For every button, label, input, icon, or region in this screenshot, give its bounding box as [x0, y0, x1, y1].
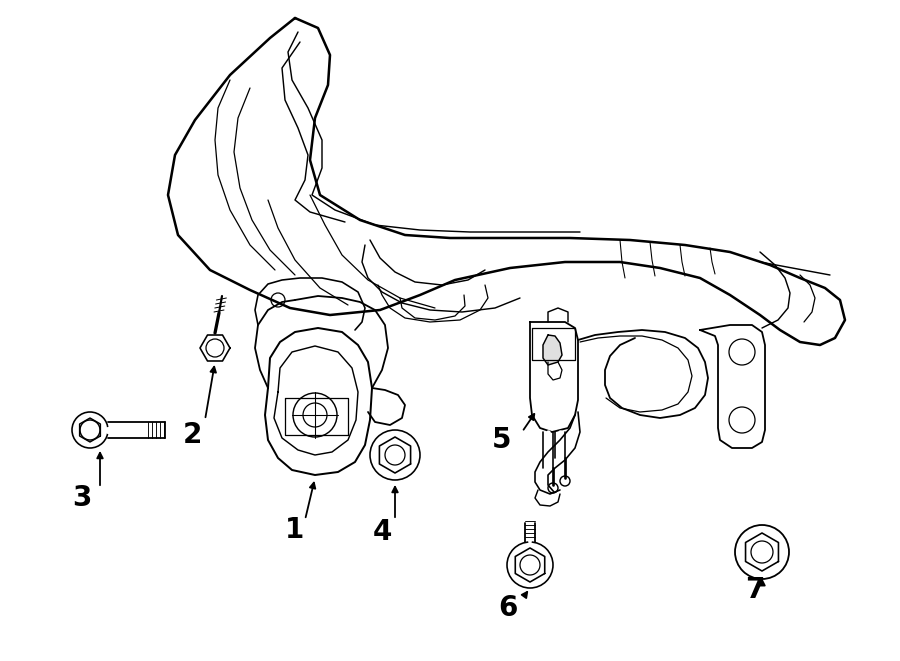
Text: 4: 4 — [373, 518, 392, 546]
Text: 5: 5 — [492, 426, 512, 454]
Polygon shape — [530, 322, 578, 432]
Polygon shape — [543, 335, 562, 365]
Text: 3: 3 — [72, 484, 92, 512]
Polygon shape — [700, 325, 765, 448]
Polygon shape — [265, 328, 372, 475]
Text: 1: 1 — [285, 516, 304, 544]
Text: 6: 6 — [499, 594, 517, 622]
Text: 7: 7 — [745, 576, 765, 604]
Text: 2: 2 — [183, 421, 202, 449]
Polygon shape — [168, 18, 845, 345]
